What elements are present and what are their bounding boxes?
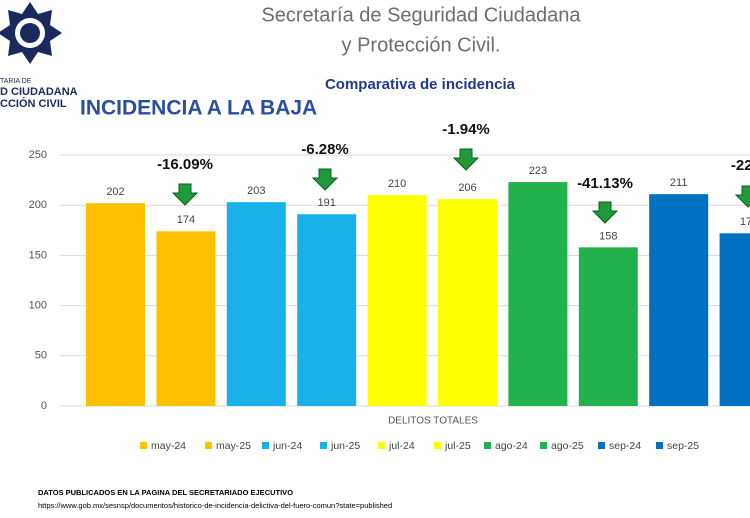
logo-text: D CIUDADANA [0,86,78,98]
legend-label: jun-25 [330,440,360,452]
arrow [734,185,750,208]
bar [719,233,750,406]
legend-label: jul-25 [444,440,471,452]
bar [367,195,427,406]
bar [438,199,497,406]
logo-text: TARIA DE [0,78,32,85]
bar [649,194,709,406]
annotation: -1.94% [442,121,490,138]
bar [297,214,357,406]
y-tick-label: 150 [29,249,47,261]
legend-label: jul-24 [388,440,415,452]
legend-swatch [434,442,441,449]
value-label: 174 [177,214,195,226]
logo: TARIA DE D CIUDADANA CCIÓN CIVIL [0,2,78,110]
value-label: 191 [318,197,336,209]
y-tick-label: 50 [35,350,47,362]
value-label: 211 [670,177,688,189]
arrow [452,148,480,171]
y-tick-label: 250 [29,149,47,161]
legend-label: ago-25 [551,440,584,452]
arrow [311,168,339,191]
legend-swatch [205,442,212,449]
value-label: 158 [599,230,617,242]
arrow [171,183,199,206]
header-title: y Protección Civil. [342,34,501,56]
legend-swatch [378,442,385,449]
legend-swatch [540,442,547,449]
value-label: 202 [106,186,124,198]
arrow [591,201,619,224]
x-axis-label: DELITOS TOTALES [388,416,478,427]
logo-text: CCIÓN CIVIL [0,97,67,110]
y-tick-label: 0 [41,400,47,412]
bar [508,182,568,406]
chart-subtitle: Comparativa de incidencia [325,76,516,93]
annotation: -41.13% [577,175,633,192]
header-title: Secretaría de Seguridad Ciudadana [261,4,581,26]
legend-label: may-24 [151,440,186,452]
chart-title: INCIDENCIA A LA BAJA [80,97,317,120]
bar [226,202,286,406]
legend-label: may-25 [216,440,251,452]
legend-swatch [140,442,147,449]
bar [578,247,638,406]
legend-swatch [320,442,327,449]
legend-label: jun-24 [272,440,302,452]
legend-swatch [598,442,605,449]
legend-swatch [656,442,663,449]
annotation: -6.28% [301,141,349,158]
value-label: 206 [458,182,476,194]
legend-swatch [262,442,269,449]
footer-url: https://www.gob.mx/sesnsp/documentos/his… [38,501,392,510]
legend-label: sep-24 [609,440,641,452]
value-label: 210 [388,178,406,190]
annotation: -16.09% [157,156,213,173]
bar [86,203,145,406]
annotation: -22.6 [731,157,750,174]
y-tick-label: 100 [29,300,47,312]
legend-label: ago-24 [495,440,528,452]
footer-source: DATOS PUBLICADOS EN LA PAGINA DEL SECRET… [38,488,293,497]
legend-swatch [484,442,491,449]
value-label: 203 [247,185,265,197]
value-label: 223 [529,165,547,177]
legend-label: sep-25 [667,440,699,452]
bar [156,231,216,406]
value-label: 172 [740,216,750,228]
y-tick-label: 200 [29,199,47,211]
